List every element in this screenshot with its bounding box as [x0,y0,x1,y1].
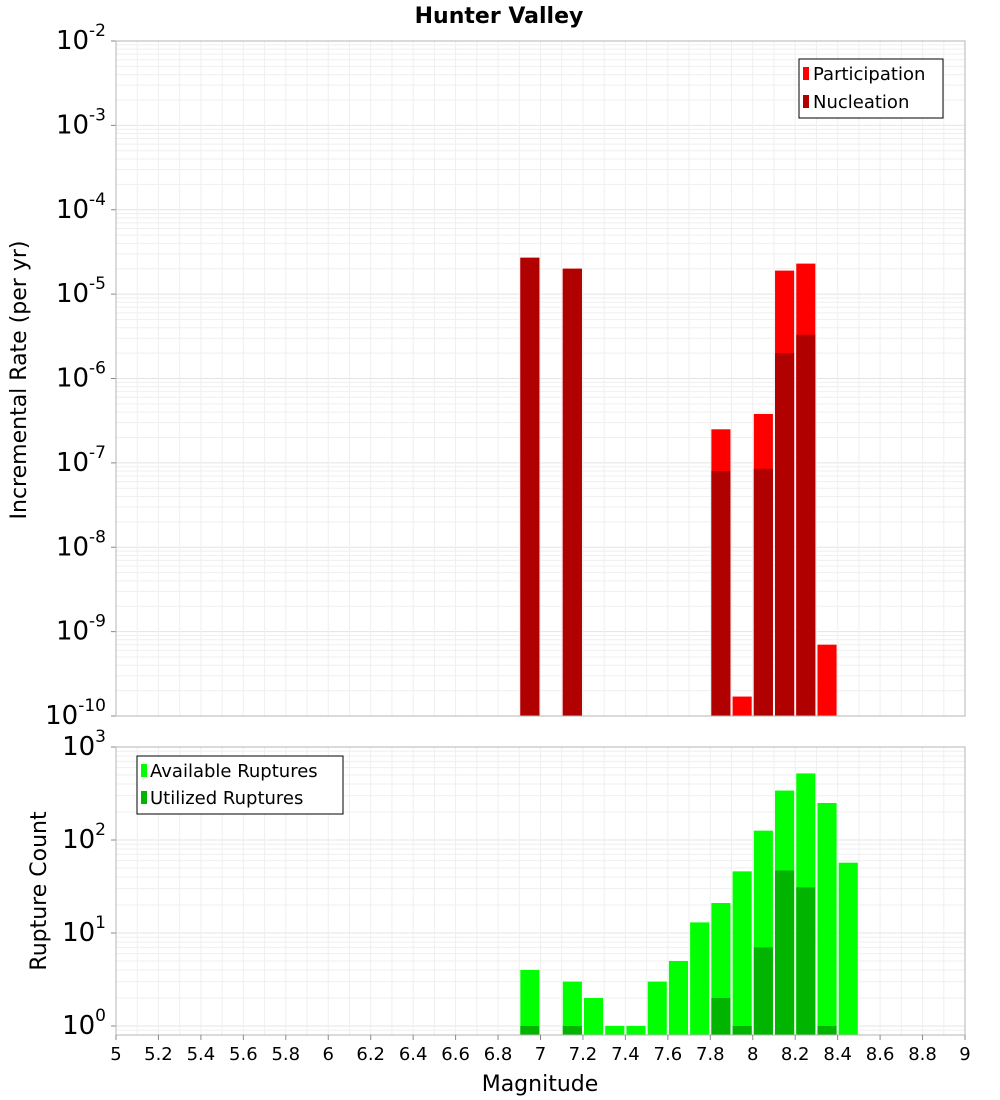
y-tick-label: 101 [62,913,106,948]
y-tick-label: 10-6 [56,359,106,394]
count-panel: 100 101 102 103 Rupture Count Available Rup… [27,727,966,1041]
bar-nucleation-6_95 [520,257,540,716]
y-tick-label: 10-2 [56,21,106,56]
rate-y-axis-label: Incremental Rate (per yr) [7,241,32,520]
y-tick-label: 102 [62,820,106,855]
count-legend: Available Ruptures Utilized Ruptures [136,755,344,815]
x-tick-label: 8.6 [866,1044,895,1065]
bar-utilized-ruptures-8_25 [796,887,816,1035]
bar-participation-7_95 [732,696,752,716]
x-tick-label: 6.2 [356,1044,385,1065]
bar-utilized-ruptures-8_05 [753,947,773,1035]
legend-swatch-participation [803,67,809,80]
x-tick-label: 7.4 [611,1044,640,1065]
legend-label-utilized-ruptures: Utilized Ruptures [150,788,303,809]
bar-utilized-ruptures-6_95 [520,1025,540,1035]
x-tick-label: 8.2 [781,1044,810,1065]
legend-swatch-nucleation [803,95,809,108]
x-tick-label: 7 [535,1044,546,1065]
bar-available-ruptures-7_45 [626,1025,646,1035]
rate-legend: Participation Nucleation [798,58,944,119]
count-bars [520,773,858,1035]
y-tick-label: 100 [62,1006,106,1041]
x-tick-label: 8.8 [908,1044,937,1065]
rate-plot-frame [115,40,966,717]
legend-swatch-utilized-ruptures [141,791,147,804]
bar-available-ruptures-8_45 [838,862,858,1035]
x-tick-label: 8.4 [823,1044,852,1065]
x-tick-label: 7.8 [696,1044,725,1065]
rate-grid [115,41,966,717]
rate-bars [520,257,837,716]
bar-available-ruptures-7_15 [562,981,582,1035]
y-tick-label: 10-7 [56,443,106,478]
x-tick-label: 6.4 [399,1044,428,1065]
x-tick-label: 6 [323,1044,334,1065]
bar-available-ruptures-7_25 [584,997,604,1035]
x-tick-label: 6.6 [441,1044,470,1065]
bar-nucleation-7_85 [711,471,731,716]
bar-nucleation-8_15 [775,353,795,716]
bar-nucleation-7_15 [562,268,582,716]
x-axis-ticks: 5 5.2 5.4 5.6 5.8 6 6.2 6.4 6.6 6.8 7 7.2 7.4 7.6 7.8 8… [110,1035,971,1065]
rate-y-ticks: 10-10 10-9 10-8 10-7 10-6 10-5 10-4 10-3 10-2 [45,21,116,731]
x-tick-label: 9 [959,1044,970,1065]
bar-available-ruptures-7_55 [647,981,667,1035]
x-tick-label: 6.8 [484,1044,513,1065]
x-tick-label: 8 [747,1044,758,1065]
x-tick-label: 7.6 [654,1044,683,1065]
bar-utilized-ruptures-8_35 [817,1025,837,1035]
y-tick-label: 10-5 [56,274,106,309]
bar-nucleation-8_05 [753,468,773,716]
count-legend-box [136,755,344,815]
legend-swatch-available-ruptures [141,764,147,777]
x-tick-label: 5 [110,1044,121,1065]
bar-participation-8_35 [817,644,837,716]
x-tick-label: 7.2 [569,1044,598,1065]
y-tick-label: 10-9 [56,612,106,647]
chart-title: Hunter Valley [415,4,584,29]
bar-available-ruptures-7_65 [668,960,689,1035]
rate-panel: 10-10 10-9 10-8 10-7 10-6 10-5 10-4 10-3 10-2 In… [7,21,966,731]
x-tick-label: 5.6 [229,1044,258,1065]
bar-available-ruptures-7_75 [690,922,710,1035]
bar-utilized-ruptures-7_85 [711,997,731,1035]
y-tick-label: 103 [62,727,106,762]
bar-available-ruptures-7_35 [605,1025,625,1035]
legend-label-participation: Participation [813,64,925,85]
count-y-ticks: 100 101 102 103 [62,727,116,1041]
y-tick-label: 10-8 [56,527,106,562]
bar-utilized-ruptures-7_15 [562,1025,582,1035]
x-tick-label: 5.8 [271,1044,300,1065]
x-axis-label: Magnitude [482,1072,599,1097]
bar-available-ruptures-6_95 [520,969,540,1035]
y-tick-label: 10-10 [45,696,106,731]
bar-available-ruptures-7_95 [732,871,752,1035]
y-tick-label: 10-4 [56,190,106,225]
legend-label-nucleation: Nucleation [813,92,909,113]
y-tick-label: 10-3 [56,105,106,140]
x-tick-label: 5.4 [187,1044,216,1065]
bar-nucleation-8_25 [796,334,816,716]
bar-utilized-ruptures-7_95 [732,1025,752,1035]
x-tick-label: 5.2 [144,1044,173,1065]
bar-utilized-ruptures-8_15 [775,870,795,1035]
count-y-axis-label: Rupture Count [27,811,52,971]
legend-label-available-ruptures: Available Ruptures [150,761,318,782]
rate-legend-box [798,58,944,119]
bar-available-ruptures-8_35 [817,802,837,1035]
